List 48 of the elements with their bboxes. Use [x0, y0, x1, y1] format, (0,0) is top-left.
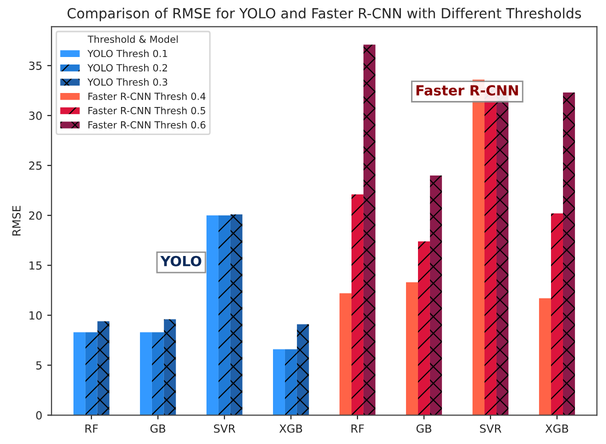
x-tick-label: SVR [480, 424, 502, 433]
y-tick-label: 35 [29, 62, 42, 70]
x-tick-label: XGB [545, 424, 568, 433]
y-tick-label: 30 [29, 112, 42, 120]
annotation: YOLO [160, 256, 202, 266]
x-tick-label: XGB [279, 424, 302, 433]
y-axis-title: RMSE [12, 206, 21, 236]
bar [430, 175, 442, 416]
y-tick-label: 5 [36, 361, 42, 370]
bar [340, 293, 352, 416]
bar [539, 298, 552, 416]
legend-label: Faster R-CNN Thresh 0.4 [88, 92, 206, 100]
bar [152, 332, 164, 416]
y-tick-label: 10 [30, 311, 42, 320]
legend-label: Faster R-CNN Thresh 0.6 [88, 121, 206, 129]
x-tick-label: RF [352, 424, 364, 433]
x-tick-label: RF [85, 424, 98, 433]
bar [164, 319, 176, 416]
legend-label: YOLO Thresh 0.3 [87, 78, 168, 86]
y-tick-label: 0 [36, 411, 42, 420]
bar [85, 332, 98, 416]
x-tick-label: GB [150, 424, 166, 433]
y-tick-label: 20 [29, 211, 42, 220]
bar [218, 215, 230, 416]
bar [73, 332, 86, 416]
bar [230, 214, 242, 416]
bar [140, 332, 152, 416]
y-tick-label: 25 [29, 161, 42, 170]
bar [363, 44, 376, 416]
bar [284, 349, 297, 416]
bar [406, 282, 418, 416]
bar [206, 215, 218, 416]
x-tick-label: GB [416, 424, 432, 433]
y-tick-label: 15 [30, 261, 42, 270]
legend-label: Faster R-CNN Thresh 0.5 [88, 106, 206, 114]
legend-label: YOLO Thresh 0.2 [87, 64, 168, 72]
bar [97, 321, 110, 416]
x-tick-label: SVR [214, 424, 236, 433]
bar [418, 241, 430, 416]
bar [296, 324, 309, 416]
bar [562, 92, 575, 416]
bar [351, 194, 364, 416]
legend-label: YOLO Thresh 0.1 [87, 50, 168, 58]
bar [551, 213, 563, 416]
bar [272, 349, 285, 416]
chart-title: Comparison of RMSE for YOLO and Faster R-CNN with Different Thresholds [68, 8, 581, 22]
legend-title: Threshold & Model [88, 35, 178, 43]
annotation: Faster R-CNN [416, 85, 518, 96]
